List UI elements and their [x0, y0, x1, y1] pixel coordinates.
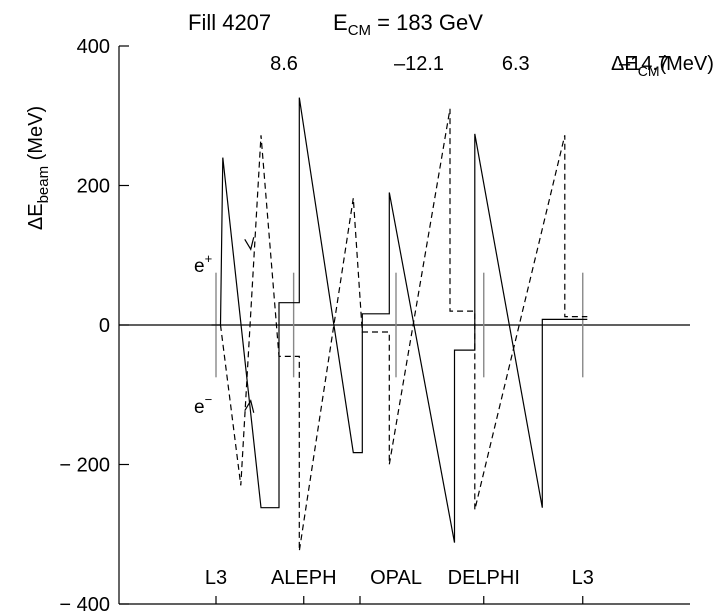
y-tick-label: − 200: [59, 455, 110, 477]
x-ticks: [215, 596, 584, 604]
delta-ecm-value: 8.6: [270, 53, 298, 75]
experiment-label: L3: [572, 567, 594, 589]
series-electron-line: [219, 108, 588, 552]
y-ticks: 400 200 0 − 200 − 400: [59, 36, 129, 614]
delta-ecm-unit: ΔECM(MeV): [611, 53, 714, 79]
delta-ecm-value: 6.3: [502, 53, 530, 75]
series-positron-line: [211, 97, 588, 543]
experiment-label: DELPHI: [448, 567, 520, 589]
electron-label: e−: [194, 392, 212, 418]
direction-arrow: [244, 399, 255, 413]
experiment-label: ALEPH: [271, 567, 337, 589]
direction-arrows: [244, 237, 255, 413]
positron-label: e+: [194, 251, 212, 277]
y-tick-label: 0: [99, 315, 110, 337]
delta-ecm-value: –14.7: [619, 53, 669, 75]
delta-ecm-value: –12.1: [394, 53, 444, 75]
y-tick-label: 200: [77, 176, 110, 198]
chart-title-ecm: ECM = 183 GeV: [333, 10, 483, 39]
y-tick-label: 400: [77, 36, 110, 58]
interaction-point-markers: [215, 272, 584, 378]
experiment-label: OPAL: [370, 567, 422, 589]
series-lines: [211, 97, 588, 552]
y-axis-label: ΔEbeam (MeV): [25, 106, 52, 230]
chart-title-fill: Fill 4207: [188, 10, 271, 35]
y-tick-label: − 400: [59, 594, 110, 614]
delta-ecm-values: 8.6 –12.1 6.3 –14.7: [270, 53, 669, 75]
direction-arrow: [244, 237, 255, 251]
experiment-labels: L3 ALEPH OPAL DELPHI L3: [205, 567, 594, 589]
experiment-label: L3: [205, 567, 227, 589]
